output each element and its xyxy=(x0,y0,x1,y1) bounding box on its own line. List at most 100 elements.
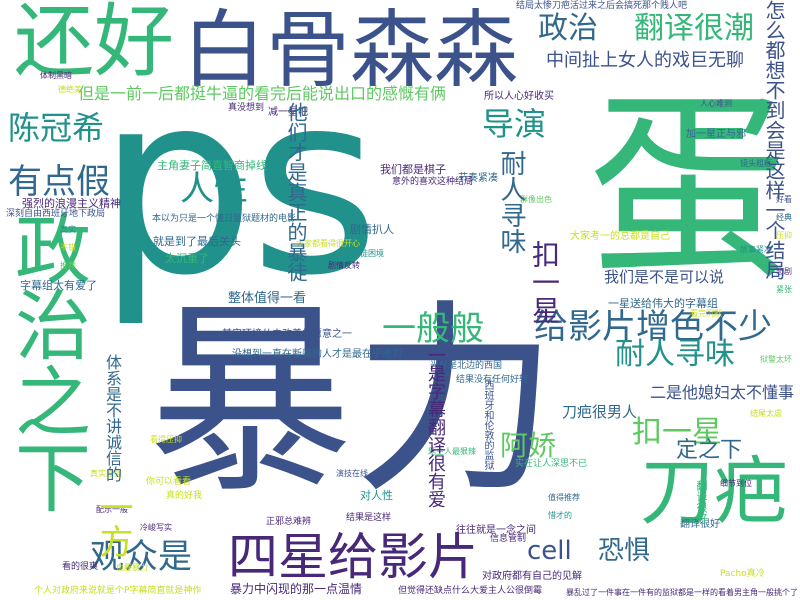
filler-word: 冷峻写实 xyxy=(140,523,172,532)
phrase-deceived-person: 没想到一直在断骗的人才是最在乎他的 xyxy=(232,349,402,360)
word-one-side: 一方 xyxy=(93,490,133,558)
word-still-ok: 还好 xyxy=(14,0,174,88)
word-four-stars: 四星给影片 xyxy=(228,528,478,586)
word-scar: 刀疤 xyxy=(640,449,788,535)
phrase-pacho: Pacho真冷 xyxy=(720,569,765,579)
filler-word: 不错 xyxy=(60,243,76,252)
filler-word: 故事紧凑 xyxy=(740,245,772,254)
word-under-politics: 政治之下 xyxy=(2,210,91,514)
phrase-info-control: 信息管制 xyxy=(490,534,527,544)
phrase-romanticism: 强烈的浪漫主义精神 xyxy=(22,197,121,210)
filler-word: 值得推荐 xyxy=(548,493,580,502)
filler-word: 血腥暴力 xyxy=(116,563,148,572)
filler-word: 群像出色 xyxy=(520,195,552,204)
filler-word: 真实 xyxy=(60,225,76,234)
phrase-tight-pace: 节奏紧凑 xyxy=(458,173,498,184)
phrase-north-country: 光就是北边的西国 xyxy=(430,361,503,371)
phrase-riot-every-prison: 暴乱过了一件事在一件有的监狱都是一样的看着男主角一般挑个了 xyxy=(566,588,798,597)
phrase-good-translation: 翻译很好 xyxy=(680,519,720,530)
phrase-worth-watching: 整体值得一看 xyxy=(228,291,307,306)
word-guo-degang: 观众是 xyxy=(90,537,192,577)
word-egg: 蛋 xyxy=(588,73,789,306)
phrase-good-evil: 正邪总难辨 xyxy=(266,517,312,527)
phrase-spanish-prison: 西班牙和伦敦的监狱 xyxy=(482,380,493,470)
filler-word: 推荐 xyxy=(60,261,76,270)
phrase-subs-with-love: 一是字幕翻译很有爱 xyxy=(425,346,446,508)
phrase-subs-masterpiece: 个人对政府来说就是个P字幕简直就是神作 xyxy=(34,586,202,596)
phrase-buy-hearts: 所以人心好收买 xyxy=(484,91,554,102)
phrase-no-improvement: 结果没有任何好转 xyxy=(456,375,529,385)
filler-word: 真实感强 xyxy=(90,469,122,478)
phrase-wife-naive: 二是他媳妇太不懂事 xyxy=(650,383,795,402)
phrase-missing-something: 但觉得还缺点什么大爱主人公很倒霉 xyxy=(398,586,543,596)
word-enhances-film: 给影片增色不少 xyxy=(534,307,772,347)
phrase-last-moment: 就是到了最后关头 xyxy=(153,235,241,248)
phrase-enjoyable: 看的很爽 xyxy=(62,562,99,572)
phrase-spanish-politics: 深刻自由西班牙地下政局 xyxy=(6,209,106,219)
phrase-plot-gripping: 剧情扒人 xyxy=(350,223,394,236)
word-bones: 白骨森森 xyxy=(182,1,519,99)
phrase-beautiful: 德绝美 xyxy=(58,85,82,94)
phrase-star-for-subs: 一星送给伟大的字幕组 xyxy=(608,297,718,310)
word-a-bit-fake: 有点假 xyxy=(8,162,110,202)
phrase-all-for-self: 大家考一的总都是自己 xyxy=(570,231,670,242)
phrase-can-we-say: 我们是不是可以说 xyxy=(604,268,725,286)
phrase-unexpected: 真没想到 xyxy=(228,103,265,113)
word-on-humanity: 对人性 xyxy=(360,489,393,502)
phrase-unexpected-ending: 怎么都想不到会是这样一个结局 xyxy=(762,0,786,280)
word-ps: ps xyxy=(97,39,380,330)
phrase-middle-part: 中间那段有点坏气氛 xyxy=(410,347,500,358)
phrase-good-translation-v: 翻译很好 xyxy=(695,480,708,524)
filler-word: 细节到位 xyxy=(720,479,752,488)
word-minus-one-star: 扣一星 xyxy=(528,240,561,324)
filler-word: 经典 xyxy=(776,213,792,222)
phrase-both-awesome: 但是一前一后都挺牛逼的看完后能说出口的感慨有俩 xyxy=(78,84,447,103)
phrase-ruthless: 题主人最狠辣 xyxy=(428,447,476,456)
word-fear: 阿娇 xyxy=(500,429,557,462)
word-mediocre: 一般般 xyxy=(382,309,484,349)
word-edison-chen: 陈冠希 xyxy=(8,109,105,147)
phrase-real-thugs: 他们才是真正的暴徒 xyxy=(284,102,308,282)
phrase-wife-dumb: 主角妻子简直智商掉线 xyxy=(157,159,267,172)
filler-word: 配乐一般 xyxy=(96,505,128,514)
filler-word: 好看 xyxy=(776,195,792,204)
filler-word: 演技在线 xyxy=(336,469,368,478)
word-audience: 扣一星 xyxy=(632,415,722,450)
phrase-system-dishonest: 体系是不讲诚信的 xyxy=(103,354,122,482)
phrase-never-improved: 其实环境从未改善的愿意之一 xyxy=(222,329,352,340)
word-intriguing: 耐人寻味 xyxy=(496,150,526,254)
filler-word: 人心难测 xyxy=(700,99,732,108)
phrase-can-watch: 你可以看看 xyxy=(146,477,192,487)
word-shocking: 恐惧 xyxy=(598,536,651,566)
phrase-too-heavy: 太沉重了 xyxy=(165,252,209,265)
phrase-plus-star: 加一星正与邪 xyxy=(686,129,746,140)
filler-word: 剧情反转 xyxy=(328,261,360,270)
filler-word: 镜头粗粝 xyxy=(740,159,772,168)
word-trendy-translation: 翻译很潮 xyxy=(634,11,754,46)
phrase-valued-talent: 惜才的 xyxy=(548,511,572,520)
filler-word: 悲剧 xyxy=(776,267,792,276)
filler-word: 看完沉默 xyxy=(690,309,722,318)
phrase-thought-provoking: 实在让人深思不已 xyxy=(515,459,588,469)
phrase-really-good: 真的好我 xyxy=(166,491,203,501)
filler-word: 囚徒困境 xyxy=(352,249,384,258)
phrase-like-ending: 意外的喜欢这种结局 xyxy=(392,177,474,187)
filler-word: 压抑 xyxy=(776,231,792,240)
phrase-result-is: 结果是这样 xyxy=(346,513,392,523)
phrase-moment-thought: 往往就是一念之间 xyxy=(456,525,536,536)
phrase-subs-lovely: 字幕组太有爱了 xyxy=(20,279,97,292)
filler-word: 看得压抑 xyxy=(150,435,182,444)
phrase-thought-prison-film: 本以为只是一个懂日监狱题材的电影 xyxy=(152,214,297,224)
word-cell: cell xyxy=(527,536,572,566)
phrase-warmth-in-violence: 暴力中闪现的那一点温情 xyxy=(230,582,363,596)
filler-word: 狱警太坏 xyxy=(760,355,792,364)
filler-word: 结尾太虐 xyxy=(750,409,782,418)
phrase-we-are-pawns: 我们都是棋子 xyxy=(380,163,446,176)
phrase-everyone-happy: 大家都看得很开心 xyxy=(296,239,360,248)
phrase-boring-women: 中间扯上女人的戏巨无聊 xyxy=(546,50,744,71)
word-director: 导演 xyxy=(482,105,547,143)
word-violence: 暴力 xyxy=(148,283,558,521)
phrase-minus-star: 减一星吧 xyxy=(268,107,308,118)
word-politics: 政治 xyxy=(538,11,598,46)
